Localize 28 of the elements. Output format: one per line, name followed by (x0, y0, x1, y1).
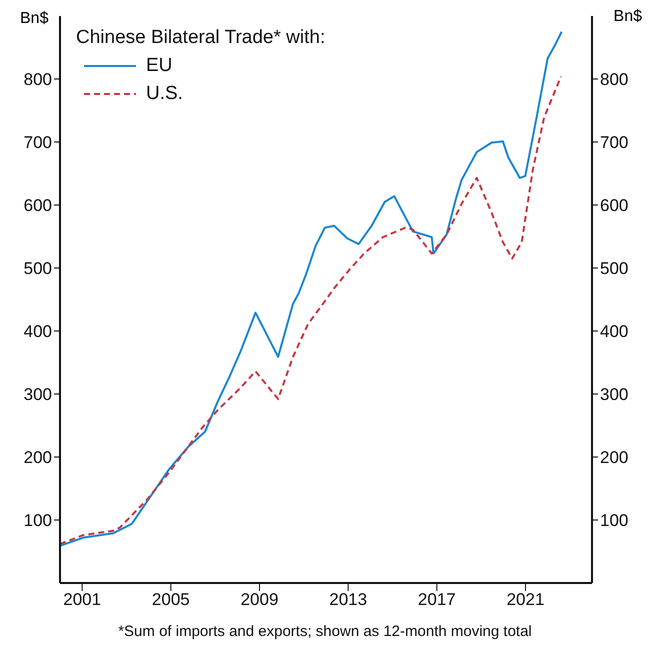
x-tick-label: 2009 (240, 590, 278, 610)
y2-tick-label: 100 (600, 511, 628, 530)
y2-tick-label: 800 (600, 70, 628, 90)
y-tick-label: 300 (24, 385, 52, 404)
legend-title: Chinese Bilateral Trade* with: (76, 26, 326, 50)
x-tick-label: 2021 (506, 590, 544, 610)
y2-tick-label: 400 (600, 322, 628, 342)
y2-axis-title: Bn$ (614, 8, 642, 26)
x-tick-label: 2001 (63, 590, 102, 610)
y2-tick-label: 300 (600, 385, 628, 404)
text: *Sum of imports and exports; shown as 12-month moving total (117, 623, 533, 640)
y2-tick-label: 500 (600, 259, 628, 278)
y-tick-label: 400 (24, 322, 52, 342)
x-tick-label: 2005 (152, 590, 190, 610)
y-tick-label: 600 (24, 196, 52, 216)
x-tick-label: 2013 (329, 590, 368, 610)
legend-label: EU (146, 54, 172, 78)
y-axis-title: Bn$ (20, 10, 48, 28)
x-tick-label: 2017 (418, 590, 456, 610)
y-tick-label: 200 (24, 448, 52, 468)
legend-label: U.S. (146, 82, 183, 106)
y2-tick-label: 200 (600, 448, 628, 468)
y2-tick-label: 600 (600, 196, 628, 216)
y-tick-label: 100 (24, 511, 52, 530)
y-tick-label: 700 (24, 133, 52, 152)
y-tick-label: 800 (24, 70, 52, 90)
y2-tick-label: 700 (600, 133, 628, 152)
y-tick-label: 500 (24, 259, 52, 278)
